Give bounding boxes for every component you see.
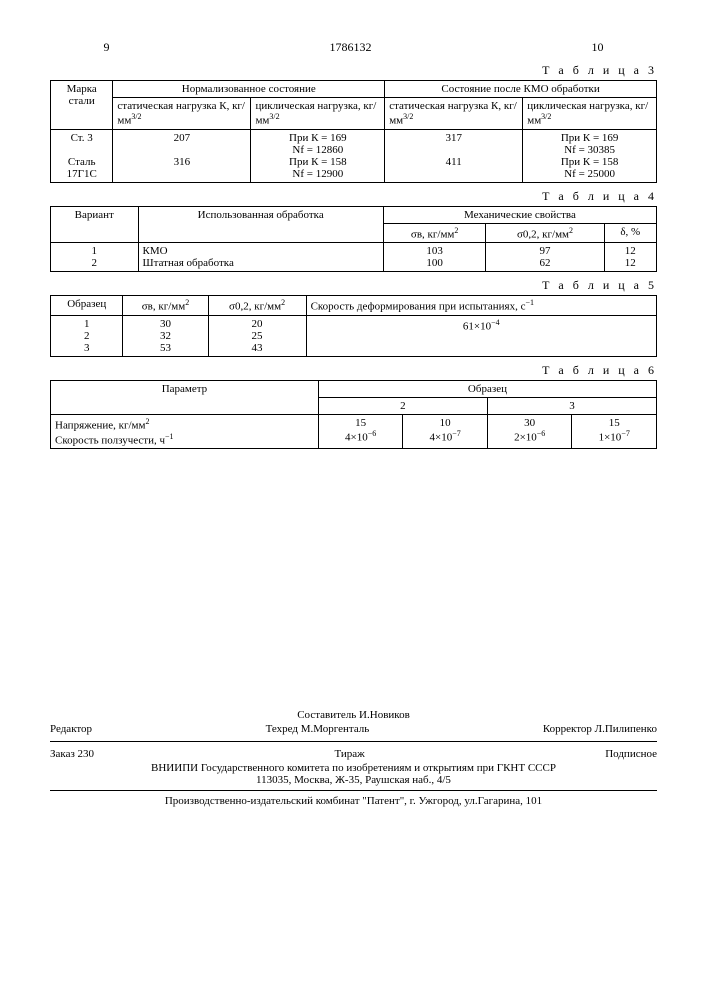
page-header: 9 1786132 10 bbox=[104, 40, 604, 55]
table3: Марка стали Нормализованное состояние Со… bbox=[50, 80, 657, 183]
t3-h-cyc2: циклическая на­грузка, кг/мм3/2 bbox=[523, 98, 657, 130]
table6: Параметр Образец 2 3 Напряжение, кг/мм2С… bbox=[50, 380, 657, 449]
t3-h-kmo: Состояние после КМО обработки bbox=[385, 81, 657, 98]
footer-kor: Корректор Л.Пилипенко bbox=[543, 723, 657, 735]
table6-title: Т а б л и ц а 6 bbox=[50, 363, 657, 378]
footer-red: Редактор bbox=[50, 723, 92, 735]
table-row: Напряжение, кг/мм2Скорость ползу­чести, … bbox=[51, 414, 657, 448]
footer-org2: 113035, Москва, Ж-35, Раушская наб., 4/5 bbox=[50, 774, 657, 786]
t3-h-stat2: статическая на­грузка К, кг/мм3/2 bbox=[385, 98, 523, 130]
page-left: 9 bbox=[104, 40, 110, 55]
table4: Вариант Использованная обработка Механич… bbox=[50, 206, 657, 273]
table-row: 12 КМОШтатная обра­ботка 103100 9762 121… bbox=[51, 243, 657, 272]
page-center: 1786132 bbox=[330, 40, 372, 55]
footer-pod: Подписное bbox=[605, 748, 657, 760]
page-right: 10 bbox=[592, 40, 604, 55]
table5: Образец σв, кг/мм2 σ0,2, кг/мм2 Скорость… bbox=[50, 295, 657, 357]
footer-prod: Производственно-издательский комбинат "П… bbox=[50, 795, 657, 807]
footer-zakaz: Заказ 230 bbox=[50, 748, 94, 760]
footer-tir: Тираж bbox=[334, 748, 364, 760]
t3-h-stat1: статическая на­грузка К, кг/мм3/2 bbox=[113, 98, 251, 130]
t3-h-steel: Марка стали bbox=[51, 81, 113, 130]
t3-h-cyc1: циклическая на­грузка, кг/мм3/2 bbox=[251, 98, 385, 130]
table-row: Ст. 3Сталь 17Г1С 207316 При К = 169Nf = … bbox=[51, 129, 657, 182]
footer-sost: Составитель И.Новиков bbox=[50, 709, 657, 721]
footer: Составитель И.Новиков Редактор Техред М.… bbox=[50, 709, 657, 807]
table-row: 123 303253 202543 61×10−4 bbox=[51, 315, 657, 356]
table5-title: Т а б л и ц а 5 bbox=[50, 278, 657, 293]
t3-h-norm: Нормализованное состояние bbox=[113, 81, 385, 98]
table3-title: Т а б л и ц а 3 bbox=[50, 63, 657, 78]
footer-org1: ВНИИПИ Государственного комитета по изоб… bbox=[50, 762, 657, 774]
table4-title: Т а б л и ц а 4 bbox=[50, 189, 657, 204]
footer-teh: Техред М.Моргенталь bbox=[266, 723, 370, 735]
